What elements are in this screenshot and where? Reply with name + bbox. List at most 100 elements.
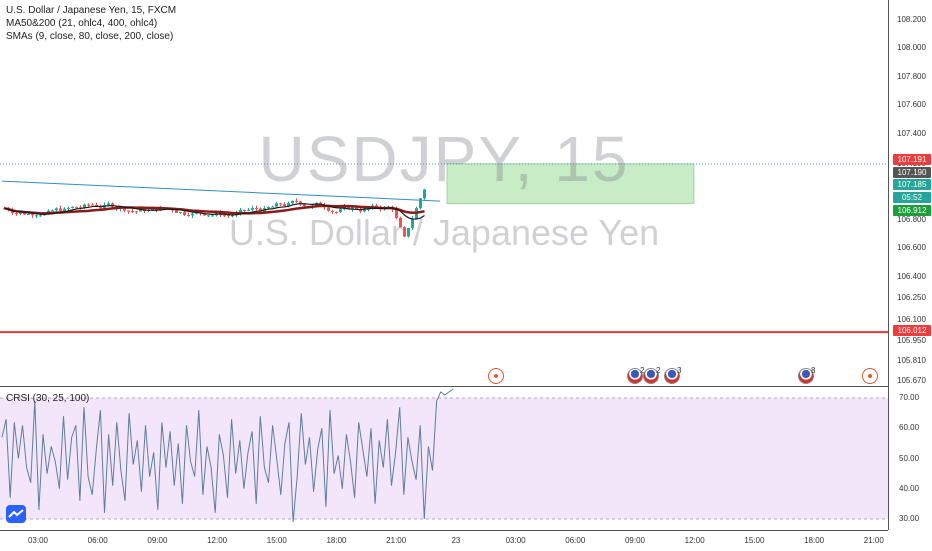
price-tag: 106.012	[893, 325, 931, 336]
candle-body	[359, 208, 362, 212]
time-label: 15:00	[744, 536, 765, 545]
us-flag-icon[interactable]	[664, 368, 680, 384]
candle-body	[63, 208, 66, 212]
candle-body	[27, 214, 30, 216]
price-tick-label: 105.810	[897, 356, 926, 365]
candle-body	[327, 207, 330, 211]
us-flag-icon[interactable]	[627, 368, 643, 384]
candle-body	[55, 208, 58, 211]
candle-body	[79, 207, 82, 209]
price-tag: 107.191	[893, 154, 931, 165]
rsi-tick-label: 40.00	[899, 483, 920, 493]
event-count: 2	[656, 366, 661, 375]
candle-body	[31, 214, 34, 216]
candle-body	[71, 206, 74, 208]
candle-body	[363, 209, 366, 212]
time-label: 06:00	[87, 536, 108, 545]
candle-body	[207, 215, 210, 217]
candle-body	[347, 206, 350, 209]
candle-body	[419, 198, 422, 209]
candle-body	[87, 204, 90, 206]
legend-ma[interactable]: MA50&200 (21, ohlc4, 400, ohlc4)	[6, 18, 158, 29]
target-zone	[446, 163, 695, 204]
time-label: 21:00	[386, 536, 407, 545]
pane-separator[interactable]	[0, 386, 888, 387]
candle-body	[23, 212, 26, 215]
price-tick-label: 107.600	[897, 100, 926, 110]
candle-body	[255, 208, 258, 210]
trendline	[1, 180, 441, 202]
watermark-description: U.S. Dollar / Japanese Yen	[228, 212, 660, 253]
price-tick-label: 106.600	[897, 243, 926, 253]
candle-body	[295, 200, 298, 202]
event-count: 2	[640, 366, 645, 375]
candle-body	[399, 217, 402, 228]
event-count: 8	[811, 366, 816, 375]
time-label: 12:00	[684, 536, 705, 545]
legend-smas[interactable]: SMAs (9, close, 80, close, 200, close)	[6, 31, 174, 42]
time-label: 15:00	[266, 536, 287, 545]
candle-body	[247, 209, 250, 211]
price-scale[interactable]	[888, 0, 932, 530]
candle-body	[211, 215, 214, 217]
watermark-symbol: USDJPY, 15	[258, 123, 630, 195]
candle-body	[179, 212, 182, 214]
crsi-legend[interactable]: CRSI (30, 25, 100)	[6, 393, 90, 404]
candle-body	[375, 205, 378, 207]
time-label: 06:00	[565, 536, 586, 545]
candle-body	[331, 210, 334, 212]
candle-body	[231, 215, 234, 217]
price-tick-label: 107.800	[897, 71, 926, 81]
price-tag: 106.912	[893, 205, 931, 216]
candle-body	[251, 208, 254, 210]
candle-body	[75, 206, 78, 208]
candle-body	[395, 209, 398, 218]
candle-body	[403, 227, 406, 237]
rsi-tick-label: 30.00	[899, 513, 920, 523]
time-axis[interactable]	[0, 530, 888, 551]
candle-body	[303, 204, 306, 207]
candle-body	[287, 203, 290, 207]
candle-body	[39, 215, 42, 217]
crsi-line	[1, 388, 454, 523]
candle-body	[175, 210, 178, 213]
price-tick-label: 106.100	[897, 314, 926, 324]
candle-body	[267, 206, 270, 209]
candle-body	[355, 207, 358, 209]
time-label: 03:00	[27, 536, 49, 545]
candle-body	[15, 213, 18, 215]
candle-body	[19, 212, 22, 214]
rsi-tick-label: 60.00	[899, 423, 920, 433]
legend-symbol[interactable]: U.S. Dollar / Japanese Yen, 15, FXCM	[6, 5, 177, 16]
candle-body	[291, 200, 294, 204]
candle-body	[131, 211, 134, 213]
candle-body	[335, 211, 338, 213]
event-count: 3	[677, 366, 682, 375]
candle-body	[187, 214, 190, 216]
candle-body	[339, 209, 342, 212]
us-flag-icon[interactable]	[798, 368, 814, 384]
time-label: 18:00	[326, 536, 347, 545]
price-tick-label: 106.400	[897, 271, 926, 281]
tradingview-logo-icon[interactable]	[6, 505, 26, 523]
candle-body	[107, 203, 110, 206]
time-label: 03:00	[505, 536, 526, 545]
candle-body	[123, 207, 126, 211]
us-flag-icon[interactable]	[643, 368, 659, 384]
time-label: 09:00	[147, 536, 168, 545]
candle-body	[67, 207, 70, 209]
candle-body	[35, 215, 38, 217]
candle-body	[183, 212, 186, 215]
price-tick-label: 105.950	[897, 336, 926, 345]
candle-body	[411, 218, 414, 228]
candle-body	[299, 201, 302, 205]
candle-body	[191, 213, 194, 216]
candle-body	[103, 205, 106, 209]
event-marker-icon[interactable]	[862, 368, 878, 384]
price-tick-label: 105.670	[897, 376, 926, 385]
price-tick-label: 108.200	[897, 14, 926, 24]
ma-fast-line	[4, 203, 425, 220]
event-marker-icon[interactable]	[488, 368, 504, 384]
price-tag: 107.190	[893, 167, 931, 178]
